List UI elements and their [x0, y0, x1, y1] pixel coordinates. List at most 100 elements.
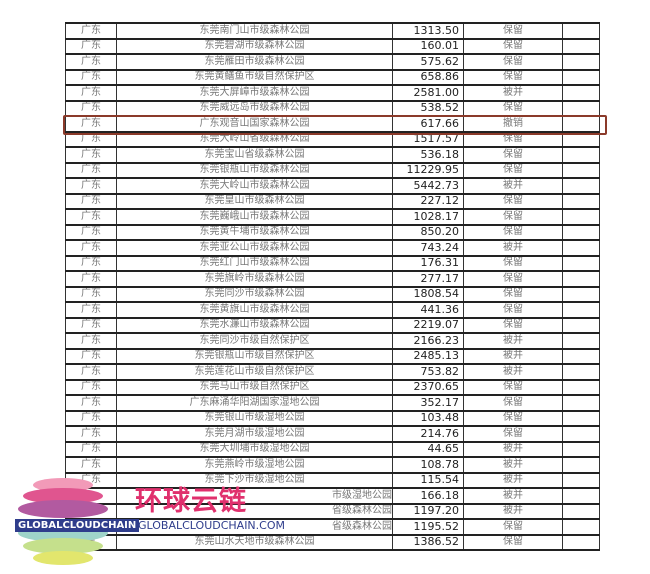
- province-cell: 广东: [65, 177, 117, 195]
- table-row: 广东 东莞雁田市级森林公园 575.62 保留: [65, 53, 600, 71]
- table-row: 广东 东莞大屏嶂市级森林公园 2581.00 被并: [65, 84, 600, 102]
- table-row: 广东 东莞旗岭市级森林公园 277.17 保留: [65, 270, 600, 288]
- name-cell: 东莞同沙市级自然保护区: [116, 332, 393, 350]
- province-cell: 广东: [65, 441, 117, 458]
- table-row: 广东 东莞燕岭市级湿地公园 108.78 被并: [65, 456, 600, 474]
- name-cell: 东莞巍峨山市级森林公园: [116, 208, 393, 226]
- province-cell: 广东: [65, 301, 117, 319]
- area-cell: 1386.52: [392, 534, 464, 551]
- name-cell: 东莞银瓶山市级自然保护区: [116, 348, 393, 365]
- province-cell: 广东: [65, 100, 117, 117]
- name-cell: 东莞威远岛市级森林公园: [116, 100, 393, 117]
- area-cell: 575.62: [392, 53, 464, 71]
- table-row: 广东 东莞马山市级自然保护区 2370.65 保留: [65, 379, 600, 396]
- area-cell: 352.17: [392, 394, 464, 412]
- province-cell: 广东: [65, 286, 117, 303]
- status-cell: 保留: [463, 301, 563, 319]
- extra-cell: [562, 100, 600, 117]
- name-cell: 广东麻涌华阳湖国家湿地公园: [116, 394, 393, 412]
- area-cell: 1195.52: [392, 518, 464, 536]
- watermark-ellipse: [23, 538, 103, 554]
- extra-cell: [562, 22, 600, 40]
- status-cell: 保留: [463, 286, 563, 303]
- area-cell: 277.17: [392, 270, 464, 288]
- province-cell: 广东: [65, 239, 117, 257]
- area-cell: 11229.95: [392, 162, 464, 179]
- extra-cell: [562, 177, 600, 195]
- table-row: 广东 东莞大岭山省级森林公园 1517.57 保留: [65, 131, 600, 148]
- area-cell: 2166.23: [392, 332, 464, 350]
- status-cell: 保留: [463, 270, 563, 288]
- table-row: 广东 东莞亚公山市级森林公园 743.24 被并: [65, 239, 600, 257]
- table-row: 广东 广东麻涌华阳湖国家湿地公园 352.17 保留: [65, 394, 600, 412]
- province-cell: 广东: [65, 317, 117, 334]
- name-cell: 东莞亚公山市级森林公园: [116, 239, 393, 257]
- name-cell: 东莞大岭山市级森林公园: [116, 177, 393, 195]
- name-cell: 东莞银山市级湿地公园: [116, 410, 393, 427]
- extra-cell: [562, 379, 600, 396]
- extra-cell: [562, 503, 600, 520]
- area-cell: 536.18: [392, 146, 464, 164]
- status-cell: 保留: [463, 518, 563, 536]
- extra-cell: [562, 208, 600, 226]
- status-cell: 保留: [463, 394, 563, 412]
- area-cell: 1028.17: [392, 208, 464, 226]
- status-cell: 保留: [463, 255, 563, 272]
- area-cell: 166.18: [392, 487, 464, 505]
- extra-cell: [562, 239, 600, 257]
- area-cell: 1313.50: [392, 22, 464, 40]
- status-cell: 被并: [463, 84, 563, 102]
- extra-cell: [562, 363, 600, 381]
- extra-cell: [562, 270, 600, 288]
- table-row: 广东 东莞黄鳝鱼市级自然保护区 658.86 保留: [65, 69, 600, 86]
- extra-cell: [562, 255, 600, 272]
- area-cell: 2370.65: [392, 379, 464, 396]
- table-row: 广东 东莞南门山市级森林公园 1313.50 保留: [65, 22, 600, 40]
- province-cell: 广东: [65, 131, 117, 148]
- table-row: 广东 东莞银瓶山市级森林公园 11229.95 保留: [65, 162, 600, 179]
- status-cell: 保留: [463, 317, 563, 334]
- status-cell: 被并: [463, 472, 563, 489]
- area-cell: 227.12: [392, 193, 464, 210]
- area-cell: 115.54: [392, 472, 464, 489]
- status-cell: 保留: [463, 410, 563, 427]
- extra-cell: [562, 394, 600, 412]
- extra-cell: [562, 472, 600, 489]
- area-cell: 5442.73: [392, 177, 464, 195]
- table-row: 广东 东莞大圳埔市级湿地公园 44.65 被并: [65, 441, 600, 458]
- area-cell: 538.52: [392, 100, 464, 117]
- extra-cell: [562, 487, 600, 505]
- table-row: 广东 东莞银瓶山市级自然保护区 2485.13 被并: [65, 348, 600, 365]
- park-table: 广东 东莞南门山市级森林公园 1313.50 保留 广东 东莞碧湖市级森林公园 160.01…: [65, 22, 600, 551]
- extra-cell: [562, 38, 600, 55]
- province-cell: 广东: [65, 363, 117, 381]
- area-cell: 850.20: [392, 224, 464, 241]
- watermark-ellipse: [18, 500, 108, 518]
- name-cell: 东莞黄旗山市级森林公园: [116, 301, 393, 319]
- extra-cell: [562, 317, 600, 334]
- area-cell: 214.76: [392, 425, 464, 443]
- extra-cell: [562, 162, 600, 179]
- status-cell: 被并: [463, 348, 563, 365]
- province-cell: 广东: [65, 394, 117, 412]
- status-cell: 保留: [463, 22, 563, 40]
- area-cell: 1197.20: [392, 503, 464, 520]
- province-cell: 广东: [65, 332, 117, 350]
- area-cell: 1808.54: [392, 286, 464, 303]
- status-cell: 保留: [463, 69, 563, 86]
- extra-cell: [562, 534, 600, 551]
- status-cell: 保留: [463, 208, 563, 226]
- name-cell: 东莞红门山市级森林公园: [116, 255, 393, 272]
- area-cell: 1517.57: [392, 131, 464, 148]
- status-cell: 被并: [463, 503, 563, 520]
- table-row: 广东 东莞红门山市级森林公园 176.31 保留: [65, 255, 600, 272]
- watermark-ellipse: [33, 551, 93, 565]
- status-cell: 被并: [463, 332, 563, 350]
- status-cell: 保留: [463, 146, 563, 164]
- area-cell: 743.24: [392, 239, 464, 257]
- status-cell: 被并: [463, 487, 563, 505]
- area-cell: 658.86: [392, 69, 464, 86]
- status-cell: 保留: [463, 100, 563, 117]
- table-row: 广东 东莞宝山省级森林公园 536.18 保留: [65, 146, 600, 164]
- status-cell: 被并: [463, 177, 563, 195]
